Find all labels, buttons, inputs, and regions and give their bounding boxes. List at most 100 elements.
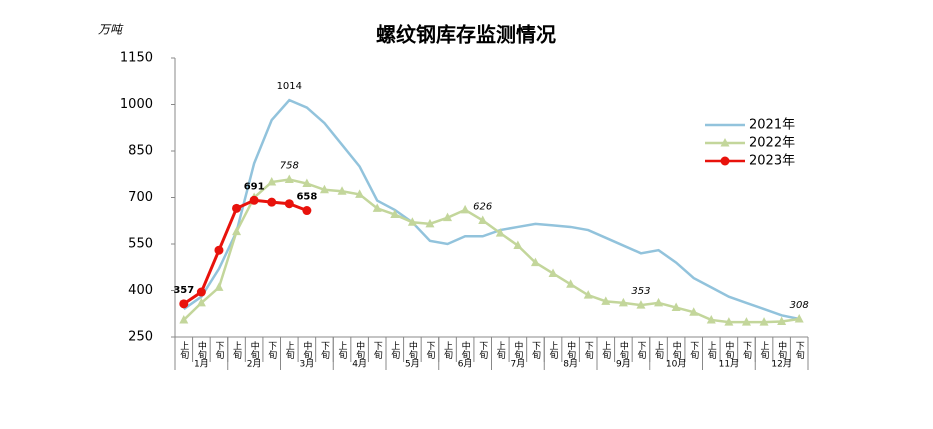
x-tick-label: 中旬 bbox=[249, 340, 260, 360]
x-tick-label: 中旬 bbox=[301, 340, 312, 360]
point bbox=[319, 184, 329, 194]
month-label: 12月 bbox=[771, 359, 791, 370]
point bbox=[179, 314, 189, 324]
point bbox=[372, 203, 382, 212]
y-tick-label: 1000 bbox=[120, 97, 153, 112]
point bbox=[478, 215, 488, 224]
x-tick-label: 中旬 bbox=[512, 340, 523, 360]
y-tick-label: 700 bbox=[128, 190, 153, 205]
y-tick-label: 850 bbox=[128, 144, 153, 159]
point bbox=[355, 189, 365, 198]
point bbox=[267, 197, 277, 207]
x-tick-label: 下旬 bbox=[583, 341, 594, 360]
point bbox=[671, 302, 681, 312]
x-tick-label: 上旬 bbox=[231, 341, 242, 360]
point bbox=[302, 206, 312, 216]
y-axis-label: 万吨 bbox=[98, 23, 124, 37]
x-tick-label: 中旬 bbox=[776, 340, 787, 360]
point bbox=[214, 245, 224, 255]
month-label: 10月 bbox=[666, 359, 686, 370]
month-label: 11月 bbox=[719, 359, 739, 370]
month-label: 1月 bbox=[194, 359, 209, 370]
point bbox=[407, 217, 417, 226]
value-label: 691 bbox=[244, 181, 265, 192]
point bbox=[636, 300, 646, 309]
month-label: 7月 bbox=[511, 359, 526, 370]
month-label: 2月 bbox=[247, 359, 262, 370]
point bbox=[196, 287, 206, 297]
value-label: 626 bbox=[473, 201, 492, 212]
value-label: 758 bbox=[280, 161, 299, 172]
y-tick-label: 400 bbox=[128, 283, 153, 298]
month-label: 5月 bbox=[405, 359, 420, 370]
point bbox=[232, 203, 242, 213]
point bbox=[267, 177, 277, 186]
x-tick-label: 下旬 bbox=[424, 341, 435, 360]
point bbox=[249, 195, 259, 205]
point bbox=[284, 174, 294, 184]
legend-label: 2023年 bbox=[749, 154, 795, 169]
point bbox=[232, 226, 242, 236]
point bbox=[460, 204, 470, 214]
x-tick-label: 中旬 bbox=[354, 340, 365, 360]
point bbox=[530, 257, 540, 267]
point bbox=[196, 297, 206, 307]
x-tick-label: 中旬 bbox=[671, 340, 682, 360]
month-label: 8月 bbox=[563, 359, 578, 370]
x-tick-label: 下旬 bbox=[688, 341, 699, 360]
point bbox=[583, 290, 593, 299]
x-tick-label: 上旬 bbox=[389, 341, 400, 360]
x-tick-label: 上旬 bbox=[284, 341, 295, 360]
x-tick-label: 下旬 bbox=[372, 341, 383, 360]
legend-marker bbox=[720, 138, 730, 147]
x-tick-label: 上旬 bbox=[706, 341, 717, 360]
x-tick-label: 上旬 bbox=[653, 341, 664, 360]
point bbox=[443, 212, 453, 222]
point bbox=[390, 209, 400, 219]
point bbox=[495, 228, 505, 237]
x-tick-label: 下旬 bbox=[530, 341, 541, 360]
x-tick-label: 上旬 bbox=[759, 341, 770, 360]
x-tick-label: 下旬 bbox=[794, 341, 805, 360]
series-line bbox=[183, 98, 800, 321]
point bbox=[284, 199, 294, 209]
x-tick-label: 下旬 bbox=[213, 341, 224, 360]
point bbox=[689, 307, 699, 316]
y-tick-label: 1150 bbox=[120, 51, 153, 66]
point bbox=[724, 317, 734, 326]
x-tick-label: 中旬 bbox=[407, 340, 418, 360]
x-tick-label: 上旬 bbox=[337, 341, 348, 360]
y-tick-label: 250 bbox=[128, 330, 153, 345]
point bbox=[425, 218, 435, 228]
value-label: 353 bbox=[631, 286, 650, 297]
x-tick-label: 中旬 bbox=[723, 340, 734, 360]
point bbox=[179, 299, 189, 309]
x-tick-label: 下旬 bbox=[477, 341, 488, 360]
point bbox=[618, 297, 628, 307]
x-tick-label: 上旬 bbox=[548, 341, 559, 360]
month-label: 3月 bbox=[300, 359, 315, 370]
x-tick-label: 中旬 bbox=[196, 340, 207, 360]
x-tick-label: 下旬 bbox=[319, 341, 330, 360]
chart-title: 螺纹钢库存监测情况 bbox=[376, 23, 556, 47]
point bbox=[654, 297, 664, 307]
point bbox=[777, 316, 787, 325]
point bbox=[759, 317, 769, 326]
x-tick-label: 上旬 bbox=[495, 341, 506, 360]
legend-label: 2021年 bbox=[749, 118, 795, 133]
value-label: 658 bbox=[296, 192, 317, 203]
x-tick-label: 下旬 bbox=[635, 341, 646, 360]
point bbox=[794, 314, 804, 323]
point bbox=[513, 240, 523, 250]
month-label: 6月 bbox=[458, 359, 473, 370]
point bbox=[302, 178, 312, 188]
y-tick-label: 550 bbox=[128, 237, 153, 252]
month-label: 9月 bbox=[616, 359, 631, 370]
value-label: 308 bbox=[790, 300, 809, 311]
legend-label: 2022年 bbox=[749, 136, 795, 151]
point bbox=[566, 279, 576, 288]
x-tick-label: 中旬 bbox=[460, 340, 471, 360]
point bbox=[548, 268, 558, 277]
value-label: 1014 bbox=[277, 81, 302, 92]
